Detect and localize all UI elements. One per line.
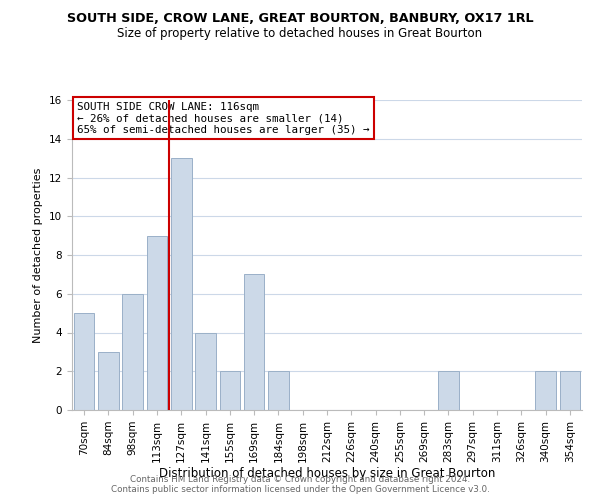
Bar <box>171 158 191 410</box>
Text: Size of property relative to detached houses in Great Bourton: Size of property relative to detached ho… <box>118 28 482 40</box>
Bar <box>98 352 119 410</box>
Bar <box>268 371 289 410</box>
Bar <box>560 371 580 410</box>
Bar <box>195 332 216 410</box>
Y-axis label: Number of detached properties: Number of detached properties <box>34 168 43 342</box>
X-axis label: Distribution of detached houses by size in Great Bourton: Distribution of detached houses by size … <box>159 468 495 480</box>
Text: SOUTH SIDE, CROW LANE, GREAT BOURTON, BANBURY, OX17 1RL: SOUTH SIDE, CROW LANE, GREAT BOURTON, BA… <box>67 12 533 26</box>
Bar <box>220 371 240 410</box>
Text: Contains HM Land Registry data © Crown copyright and database right 2024.
Contai: Contains HM Land Registry data © Crown c… <box>110 474 490 494</box>
Bar <box>244 274 265 410</box>
Text: SOUTH SIDE CROW LANE: 116sqm
← 26% of detached houses are smaller (14)
65% of se: SOUTH SIDE CROW LANE: 116sqm ← 26% of de… <box>77 102 370 134</box>
Bar <box>535 371 556 410</box>
Bar <box>438 371 459 410</box>
Bar <box>122 294 143 410</box>
Bar <box>74 313 94 410</box>
Bar <box>146 236 167 410</box>
